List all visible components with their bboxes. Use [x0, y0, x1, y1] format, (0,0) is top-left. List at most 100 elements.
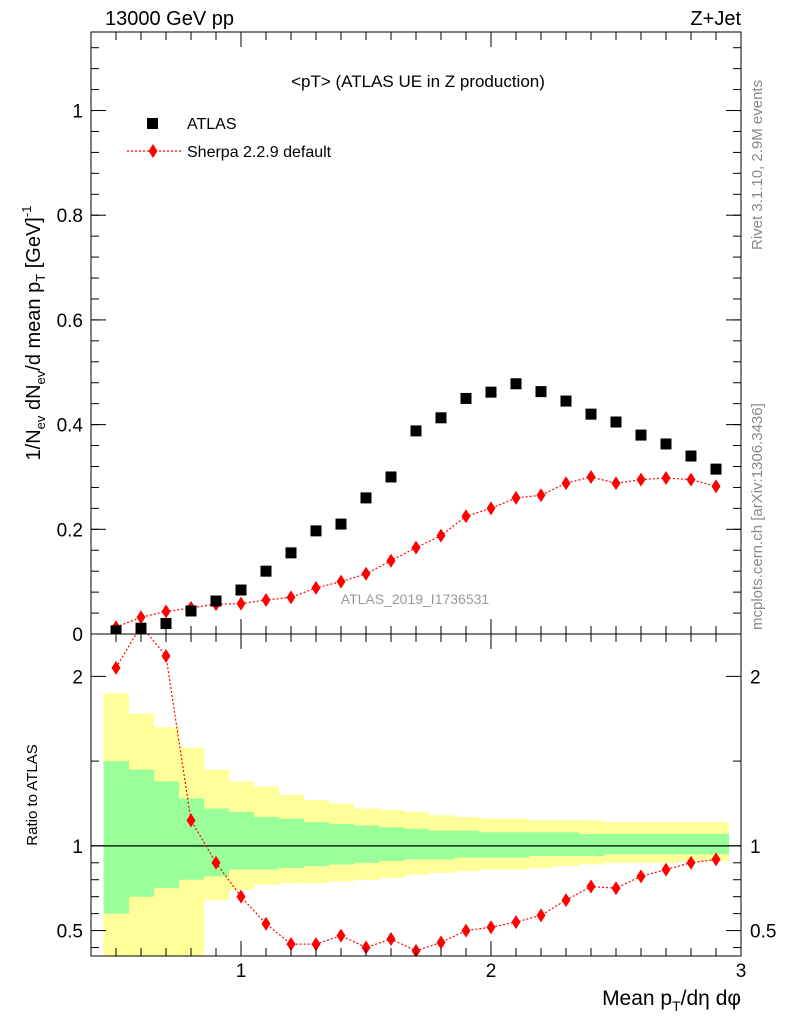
ratio-sherpa-point — [561, 893, 571, 908]
sherpa-point — [586, 469, 596, 484]
stat-band-green — [653, 833, 679, 855]
stat-band-green — [403, 828, 429, 860]
sherpa-point — [561, 476, 571, 491]
legend-sherpa-marker — [148, 144, 158, 158]
stat-band-green — [678, 833, 704, 855]
stat-band-green — [628, 833, 654, 855]
ratio-y-tick-label-right: 2 — [750, 667, 761, 688]
stat-band-green — [453, 830, 479, 858]
stat-band-green — [278, 818, 304, 868]
sherpa-point — [136, 610, 146, 625]
sherpa-point — [461, 509, 471, 524]
atlas-point — [335, 518, 347, 530]
legend-atlas-label: ATLAS — [187, 116, 237, 133]
stat-band-green — [478, 832, 504, 858]
ratio-sherpa-point — [611, 881, 621, 896]
ratio-sherpa-point — [686, 855, 696, 870]
atlas-point — [560, 395, 572, 407]
rivet-info: Rivet 3.1.10, 2.9M events — [749, 80, 766, 250]
ratio-x-tick-label: 1 — [236, 961, 247, 982]
atlas-point — [310, 525, 322, 537]
stat-band-green — [578, 833, 604, 857]
ratio-sherpa-point — [436, 935, 446, 950]
ratio-y-axis-label: Ratio to ATLAS — [24, 744, 41, 845]
stat-band-green — [703, 833, 729, 855]
sherpa-point — [386, 553, 396, 568]
atlas-point — [660, 438, 672, 450]
atlas-point — [510, 378, 522, 390]
atlas-point — [635, 429, 647, 441]
ratio-sherpa-point — [511, 915, 521, 930]
atlas-point — [685, 450, 697, 462]
stat-band-green — [353, 825, 379, 863]
stat-band-green — [603, 833, 629, 855]
ratio-sherpa-point — [111, 660, 121, 675]
mcplots-info: mcplots.cern.ch [arXiv:1306.3436] — [749, 403, 766, 630]
main-y-axis-label: 1/Nev dNev/d mean pT [GeV]-1 — [19, 206, 48, 461]
main-y-tick-label: 0.6 — [57, 311, 83, 332]
ratio-y-tick-label: 0.5 — [57, 922, 83, 943]
legend: ATLAS Sherpa 2.2.9 default — [127, 116, 332, 161]
sherpa-point — [336, 574, 346, 589]
stat-band-green — [303, 822, 329, 867]
ratio-x-tick-label: 2 — [486, 961, 497, 982]
sherpa-point — [536, 488, 546, 503]
ratio-x-tick-label: 3 — [736, 961, 747, 982]
watermark: ATLAS_2019_I1736531 — [341, 591, 490, 607]
stat-band-green — [503, 832, 529, 858]
ratio-y-tick-label-right: 0.5 — [750, 922, 776, 943]
ratio-sherpa-point — [261, 916, 271, 931]
atlas-point — [260, 565, 272, 577]
stat-band-green — [153, 781, 179, 889]
header-energy: 13000 GeV pp — [105, 8, 234, 30]
ratio-sherpa-point — [586, 879, 596, 894]
ratio-sherpa-point — [211, 855, 221, 870]
atlas-point — [460, 392, 472, 404]
stat-band-green — [103, 761, 129, 914]
main-y-tick-label: 0.4 — [57, 416, 84, 437]
sherpa-point — [286, 590, 296, 605]
sherpa-point — [161, 604, 171, 619]
ratio-sherpa-point — [636, 869, 646, 884]
atlas-point — [535, 386, 547, 398]
ratio-sherpa-point — [711, 852, 721, 867]
header-process: Z+Jet — [690, 8, 741, 30]
atlas-point — [360, 492, 372, 504]
ratio-sherpa-point — [661, 862, 671, 877]
sherpa-point — [436, 528, 446, 543]
atlas-point — [485, 386, 497, 398]
stat-band-green — [428, 830, 454, 860]
sherpa-point — [486, 501, 496, 516]
ratio-sherpa-point — [311, 937, 321, 952]
legend-sherpa-label: Sherpa 2.2.9 default — [187, 144, 332, 161]
sherpa-point — [361, 566, 371, 581]
atlas-point — [585, 408, 597, 420]
sherpa-point — [686, 472, 696, 487]
ratio-sherpa-point — [286, 937, 296, 952]
atlas-point — [185, 605, 197, 617]
atlas-point — [435, 412, 447, 424]
atlas-point — [610, 416, 622, 428]
main-plot: 0 0.2 0.4 0.6 0.8 1 <pT> (ATLAS UE in Z produ… — [19, 31, 742, 646]
ratio-sherpa-point — [186, 813, 196, 828]
ratio-sherpa-point — [536, 908, 546, 923]
ratio-sherpa-point — [486, 920, 496, 935]
stat-band-green — [128, 769, 154, 897]
ratio-y-tick-label: 2 — [72, 667, 83, 688]
stat-band-green — [253, 817, 279, 870]
ratio-sherpa-point — [161, 649, 171, 664]
sherpa-point — [261, 592, 271, 607]
sherpa-point — [311, 580, 321, 595]
sherpa-point — [511, 490, 521, 505]
ratio-sherpa-point — [336, 928, 346, 943]
sherpa-point — [661, 471, 671, 486]
stat-band-green — [178, 798, 204, 880]
sherpa-point — [711, 479, 721, 494]
main-y-tick-label: 0.8 — [57, 206, 83, 227]
atlas-point — [385, 471, 397, 483]
sherpa-point — [411, 540, 421, 555]
ratio-plot: 0.5 0.5 1 1 2 2 1 2 3 Ratio to ATLAS Mean pT/dη … — [24, 633, 776, 1014]
main-y-tick-label: 0 — [72, 625, 83, 646]
sherpa-point — [636, 472, 646, 487]
atlas-point — [210, 595, 222, 607]
